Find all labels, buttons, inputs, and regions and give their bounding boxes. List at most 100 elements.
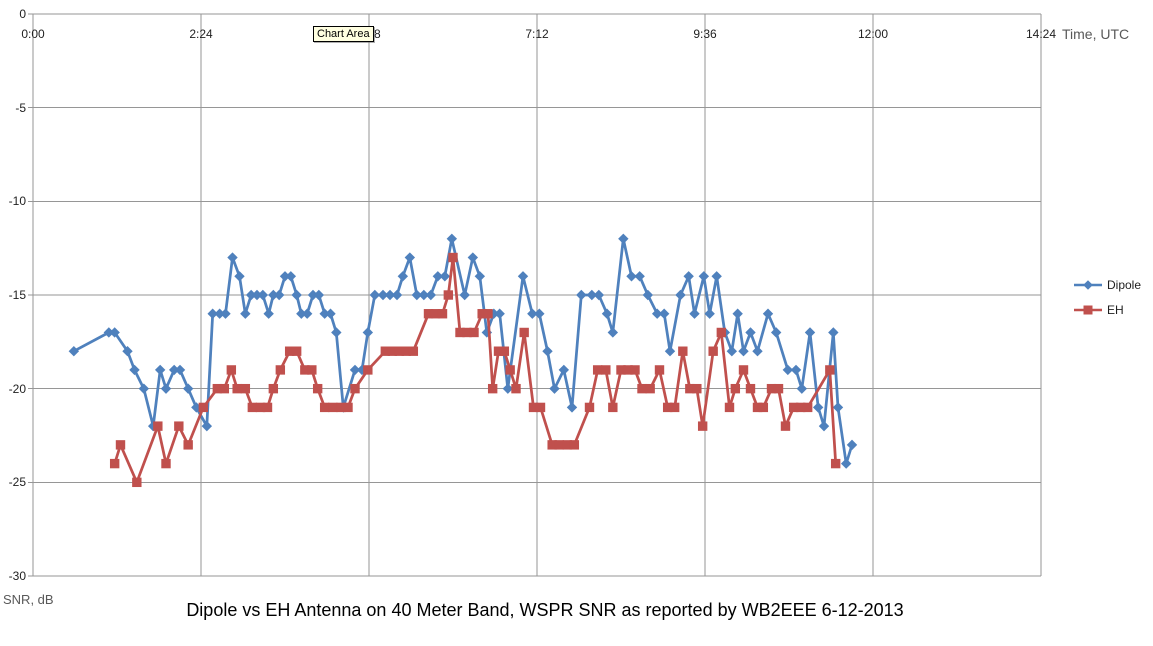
dipole-marker[interactable]: [517, 271, 529, 282]
eh-marker[interactable]: [608, 402, 618, 413]
dipole-marker[interactable]: [618, 233, 629, 244]
dipole-marker[interactable]: [534, 308, 545, 319]
dipole-marker[interactable]: [726, 346, 738, 357]
eh-marker[interactable]: [795, 402, 806, 413]
dipole-marker[interactable]: [349, 364, 361, 376]
eh-marker[interactable]: [519, 327, 529, 338]
dipole-marker[interactable]: [818, 420, 830, 432]
eh-marker[interactable]: [825, 365, 835, 375]
dipole-marker[interactable]: [549, 383, 560, 394]
dipole-marker[interactable]: [263, 308, 274, 319]
eh-marker[interactable]: [336, 402, 346, 413]
dipole-marker[interactable]: [752, 346, 763, 357]
eh-marker[interactable]: [623, 365, 633, 375]
legend-item-eh[interactable]: EH: [1074, 297, 1141, 322]
dipole-marker[interactable]: [68, 346, 80, 357]
eh-marker[interactable]: [554, 440, 564, 450]
dipole-marker[interactable]: [160, 383, 172, 394]
dipole-marker[interactable]: [418, 289, 430, 301]
dipole-marker[interactable]: [770, 327, 782, 338]
dipole-marker[interactable]: [220, 308, 231, 319]
dipole-marker[interactable]: [432, 271, 444, 282]
dipole-marker[interactable]: [301, 308, 313, 319]
dipole-marker[interactable]: [109, 327, 120, 338]
eh-marker[interactable]: [161, 458, 171, 469]
dipole-marker[interactable]: [227, 252, 238, 263]
eh-marker[interactable]: [408, 346, 419, 356]
dipole-marker[interactable]: [593, 289, 605, 301]
eh-marker[interactable]: [752, 402, 763, 413]
dipole-marker[interactable]: [325, 308, 336, 319]
dipole-marker[interactable]: [828, 327, 839, 338]
eh-marker[interactable]: [678, 346, 688, 356]
eh-marker[interactable]: [448, 252, 458, 263]
eh-marker[interactable]: [275, 365, 286, 375]
dipole-marker[interactable]: [704, 308, 715, 319]
eh-marker[interactable]: [232, 383, 242, 394]
dipole-marker[interactable]: [251, 289, 263, 301]
dipole-marker[interactable]: [391, 289, 403, 301]
dipole-marker[interactable]: [586, 289, 598, 301]
eh-marker[interactable]: [268, 383, 279, 394]
dipole-marker[interactable]: [273, 289, 285, 301]
eh-marker[interactable]: [724, 402, 735, 413]
eh-marker[interactable]: [487, 383, 498, 394]
dipole-marker[interactable]: [840, 458, 852, 469]
dipole-marker[interactable]: [812, 402, 824, 413]
dipole-marker[interactable]: [738, 346, 749, 357]
dipole-marker[interactable]: [607, 327, 619, 338]
eh-marker[interactable]: [662, 402, 673, 413]
eh-marker[interactable]: [198, 402, 209, 413]
dipole-marker[interactable]: [377, 289, 389, 301]
eh-marker[interactable]: [109, 458, 120, 469]
eh-marker[interactable]: [654, 365, 665, 375]
dipole-marker[interactable]: [404, 252, 416, 263]
dipole-marker[interactable]: [698, 271, 710, 282]
eh-marker[interactable]: [562, 440, 573, 450]
dipole-marker[interactable]: [832, 402, 844, 413]
dipole-marker[interactable]: [642, 289, 654, 301]
eh-marker[interactable]: [219, 383, 230, 394]
eh-marker[interactable]: [174, 421, 184, 431]
eh-marker[interactable]: [380, 346, 391, 356]
dipole-marker[interactable]: [446, 233, 458, 244]
eh-marker[interactable]: [616, 365, 626, 375]
dipole-marker[interactable]: [474, 271, 486, 282]
dipole-marker[interactable]: [168, 364, 180, 376]
dipole-marker[interactable]: [182, 383, 194, 394]
dipole-marker[interactable]: [291, 289, 302, 301]
dipole-marker[interactable]: [558, 364, 570, 376]
eh-marker[interactable]: [499, 346, 510, 356]
eh-marker[interactable]: [511, 383, 521, 394]
dipole-marker[interactable]: [411, 289, 423, 301]
dipole-marker[interactable]: [122, 346, 133, 357]
dipole-marker[interactable]: [245, 289, 257, 301]
eh-marker[interactable]: [319, 402, 330, 413]
eh-marker[interactable]: [115, 440, 126, 450]
dipole-marker[interactable]: [634, 271, 645, 282]
eh-line[interactable]: [113, 256, 838, 484]
dipole-marker[interactable]: [683, 271, 694, 282]
eh-marker[interactable]: [343, 402, 353, 413]
dipole-marker[interactable]: [796, 383, 808, 394]
eh-marker[interactable]: [547, 440, 557, 450]
dipole-marker[interactable]: [626, 271, 637, 282]
eh-marker[interactable]: [745, 383, 756, 394]
dipole-marker[interactable]: [268, 289, 279, 301]
eh-marker[interactable]: [630, 365, 640, 375]
eh-marker[interactable]: [226, 365, 237, 375]
eh-marker[interactable]: [462, 327, 472, 338]
eh-marker[interactable]: [716, 327, 727, 338]
dipole-marker[interactable]: [154, 364, 166, 376]
eh-marker[interactable]: [505, 365, 515, 375]
eh-marker[interactable]: [766, 383, 777, 394]
eh-marker[interactable]: [469, 327, 479, 338]
dipole-marker[interactable]: [804, 327, 816, 338]
dipole-marker[interactable]: [782, 364, 794, 376]
dipole-marker[interactable]: [207, 308, 218, 319]
eh-marker[interactable]: [708, 346, 718, 356]
dipole-marker[interactable]: [103, 327, 115, 338]
eh-marker[interactable]: [483, 309, 493, 319]
eh-marker[interactable]: [528, 402, 539, 413]
